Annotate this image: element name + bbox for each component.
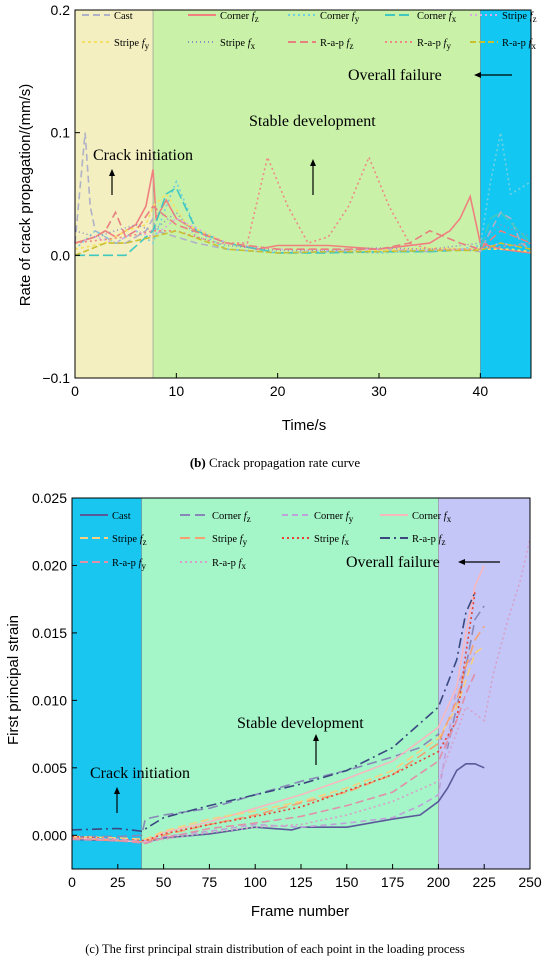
- y-tick-label: 0.010: [32, 692, 67, 708]
- caption-b-text: Crack propagation rate curve: [205, 455, 361, 470]
- annotation-overall-failure: Overall failure: [348, 67, 442, 84]
- zone-1: [141, 498, 439, 869]
- principal-strain-chart: 0 25 50 75 100 125 150 175 200 225 250 0.000 0.005 0.…: [5, 490, 542, 920]
- y-tick-label: 0.005: [32, 760, 67, 776]
- plot-frame: [74, 9, 532, 379]
- arrow-head-stable-development-c: [313, 734, 319, 741]
- x-axis-label-c: Frame number: [251, 903, 349, 920]
- x-tick-label: 125: [289, 874, 313, 890]
- y-tick-label: −0.1: [42, 370, 70, 386]
- annotation-stable-development-c: Stable development: [237, 715, 364, 732]
- x-tick-label: 75: [202, 874, 218, 890]
- x-tick-label: 175: [381, 874, 405, 890]
- legend-label: Corner fz: [212, 511, 251, 524]
- x-tick-label: 20: [270, 383, 286, 399]
- legend-label: R-a-p fy: [112, 558, 146, 571]
- annotation-crack-initiation: Crack initiation: [93, 147, 193, 164]
- x-tick-label: 150: [335, 874, 359, 890]
- arrow-head-overall-failure: [474, 72, 481, 78]
- annotation-crack-initiation-c: Crack initiation: [90, 765, 190, 782]
- x-tick-label: 25: [110, 874, 126, 890]
- legend-label: Stripe fz: [112, 534, 147, 547]
- x-tick-label: 200: [427, 874, 451, 890]
- caption-b: (b) Crack propagation rate curve: [0, 455, 550, 471]
- series-line-0: [74, 132, 532, 254]
- series-line-8: [74, 154, 532, 250]
- series-line-7: [74, 205, 532, 251]
- y-tick-label: 0.015: [32, 625, 67, 641]
- caption-b-letter: (b): [189, 455, 206, 470]
- legend-label: R-a-p fy: [417, 38, 451, 51]
- arrow-head-crack-initiation-c: [114, 787, 120, 794]
- y-tick-label: 0.0: [51, 247, 71, 263]
- y-tick-label: 0.020: [32, 557, 67, 573]
- legend-label: Corner fx: [417, 11, 457, 24]
- arrow-head-overall-failure-c: [458, 559, 465, 565]
- y-tick-label: 0.000: [32, 827, 67, 843]
- x-axis-label: Time/s: [282, 417, 326, 434]
- y-axis-label-c: First principal strain: [5, 615, 22, 745]
- legend-label: Cast: [112, 511, 131, 522]
- legend-label: Stripe fy: [114, 38, 150, 51]
- y-tick-label: 0.025: [32, 490, 67, 506]
- crack-rate-chart: 0 10 20 30 40 −0.1 0.0 0.1 0.2 Cast Corner fz Corn…: [17, 2, 537, 434]
- legend-label: Corner fy: [314, 511, 354, 524]
- x-tick-label: 100: [244, 874, 268, 890]
- annotation-stable-development: Stable development: [249, 113, 376, 130]
- legend-label: Corner fx: [412, 511, 452, 524]
- series-line-2: [71, 652, 476, 842]
- legend-label: R-a-p fx: [502, 38, 536, 51]
- series-line-8: [71, 673, 476, 845]
- x-tick-label: 50: [156, 874, 172, 890]
- x-tick-label: 225: [473, 874, 497, 890]
- y-axis-label: Rate of crack propagation/(mm/s): [17, 84, 34, 307]
- legend-label: R-a-p fz: [320, 38, 353, 51]
- legend-label: Corner fz: [220, 11, 259, 24]
- legend-label: Stripe fx: [314, 534, 350, 547]
- legend-label: Stripe fz: [502, 11, 537, 24]
- zone-0: [75, 10, 154, 378]
- legend-label: Cast: [114, 11, 133, 22]
- arrow-head-stable-development: [310, 159, 316, 166]
- legend-label: Corner fy: [320, 11, 360, 24]
- series-line-9: [71, 538, 531, 843]
- series-line-7: [71, 592, 476, 833]
- legend-label: Stripe fy: [212, 534, 248, 547]
- y-tick-label: 0.2: [51, 2, 71, 18]
- series-line-4: [71, 645, 485, 841]
- annotation-overall-failure-c: Overall failure: [346, 554, 440, 571]
- caption-c-text: (c) The first principal strain distribut…: [85, 942, 465, 956]
- x-tick-label: 250: [518, 874, 542, 890]
- legend-label: Stripe fx: [220, 38, 256, 51]
- legend-label: R-a-p fz: [412, 534, 445, 547]
- zone-1: [153, 10, 481, 378]
- x-tick-label: 0: [68, 874, 76, 890]
- y-tick-label: 0.1: [51, 125, 71, 141]
- legend-label: R-a-p fx: [212, 558, 246, 571]
- arrow-head-crack-initiation: [109, 169, 115, 176]
- x-tick-label: 0: [71, 383, 79, 399]
- x-tick-label: 30: [371, 383, 387, 399]
- x-tick-label: 10: [169, 383, 185, 399]
- x-tick-label: 40: [473, 383, 489, 399]
- series-line-9: [74, 229, 532, 257]
- caption-c: (c) The first principal strain distribut…: [0, 942, 550, 957]
- zone-0: [72, 498, 142, 869]
- zone-2: [438, 498, 530, 869]
